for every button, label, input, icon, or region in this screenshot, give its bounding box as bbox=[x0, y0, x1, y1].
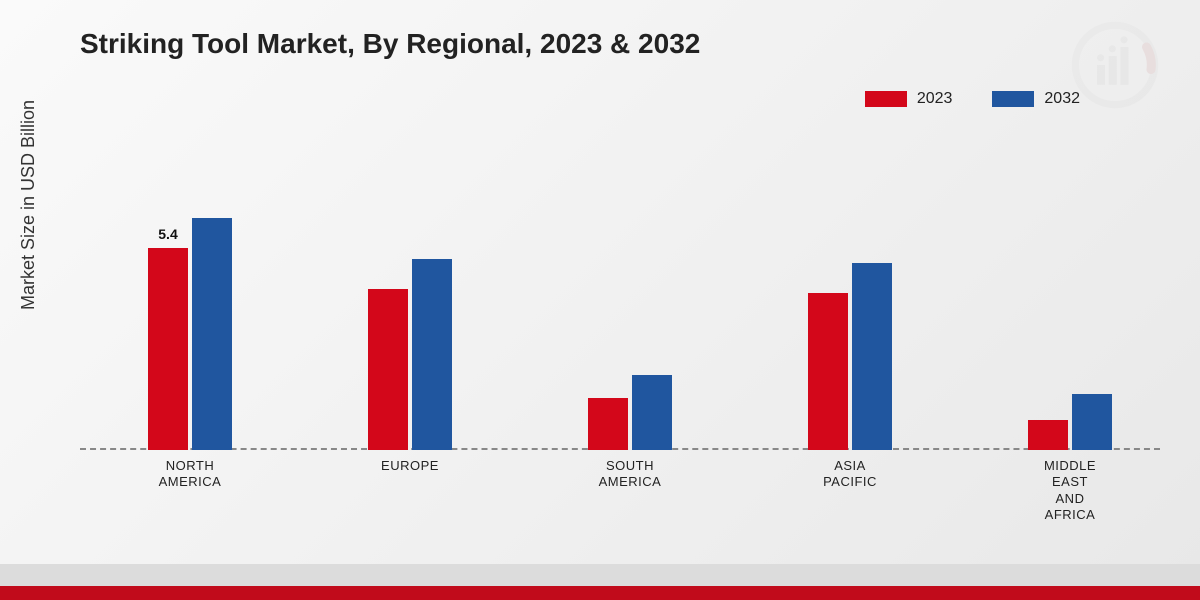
bar bbox=[368, 289, 408, 450]
y-axis-label: Market Size in USD Billion bbox=[18, 100, 39, 310]
bar-value-label: 5.4 bbox=[148, 226, 188, 242]
footer-gray-bar bbox=[0, 564, 1200, 586]
legend-item-2032: 2032 bbox=[992, 90, 1080, 108]
bar bbox=[632, 375, 672, 450]
bar-group bbox=[790, 263, 910, 451]
bar-group bbox=[350, 259, 470, 450]
plot-area: 5.4 bbox=[80, 150, 1160, 450]
bar: 5.4 bbox=[148, 248, 188, 451]
x-axis-category-label: MIDDLEEASTANDAFRICA bbox=[1010, 458, 1130, 523]
legend-item-2023: 2023 bbox=[865, 90, 953, 108]
bar bbox=[588, 398, 628, 451]
watermark-logo bbox=[1070, 20, 1160, 110]
x-axis-labels: NORTHAMERICA EUROPE SOUTHAMERICA ASIAPACIFI… bbox=[80, 458, 1160, 538]
chart-title: Striking Tool Market, By Regional, 2023 … bbox=[80, 28, 700, 60]
bar bbox=[852, 263, 892, 451]
x-axis-category-label: EUROPE bbox=[350, 458, 470, 474]
legend: 2023 2032 bbox=[865, 90, 1080, 108]
footer-red-bar bbox=[0, 586, 1200, 600]
legend-swatch-2032 bbox=[992, 91, 1034, 107]
x-axis-category-label: SOUTHAMERICA bbox=[570, 458, 690, 491]
x-axis-category-label: NORTHAMERICA bbox=[130, 458, 250, 491]
legend-label-2023: 2023 bbox=[917, 90, 953, 108]
legend-swatch-2023 bbox=[865, 91, 907, 107]
bar-group bbox=[1010, 394, 1130, 450]
x-axis-category-label: ASIAPACIFIC bbox=[790, 458, 910, 491]
bar bbox=[192, 218, 232, 451]
bar-group bbox=[570, 375, 690, 450]
bar bbox=[1072, 394, 1112, 450]
bar-group: 5.4 bbox=[130, 218, 250, 451]
bar bbox=[808, 293, 848, 451]
bar bbox=[1028, 420, 1068, 450]
legend-label-2032: 2032 bbox=[1044, 90, 1080, 108]
bar bbox=[412, 259, 452, 450]
